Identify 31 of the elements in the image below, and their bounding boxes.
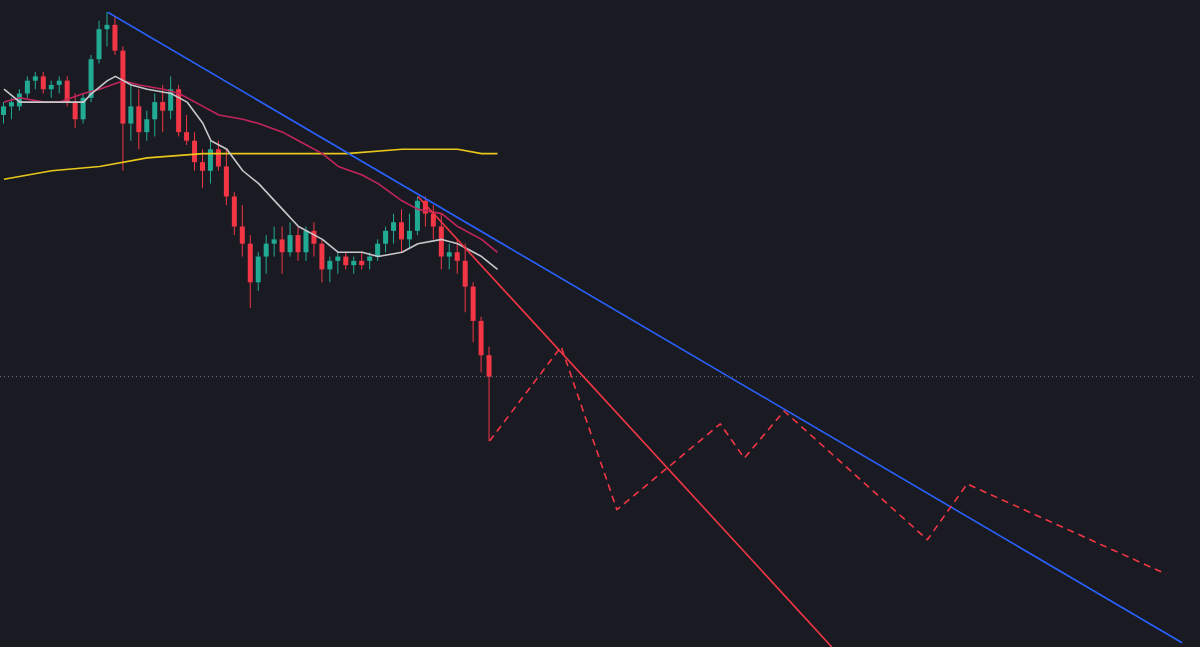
candlestick bbox=[279, 226, 285, 275]
candlestick bbox=[72, 93, 78, 129]
candlestick bbox=[184, 114, 190, 146]
candlestick bbox=[430, 204, 436, 240]
candlestick bbox=[1, 101, 6, 125]
candlestick bbox=[24, 75, 30, 99]
candlestick bbox=[215, 140, 221, 172]
candlestick bbox=[192, 131, 198, 172]
candlestick bbox=[104, 12, 110, 47]
candlestick bbox=[207, 140, 213, 185]
candlestick bbox=[406, 213, 412, 249]
candlestick bbox=[327, 256, 333, 283]
candlestick bbox=[239, 204, 245, 258]
candlestick bbox=[40, 71, 46, 95]
candlestick bbox=[454, 238, 460, 275]
candlestick bbox=[271, 226, 277, 258]
candlestick bbox=[152, 93, 158, 137]
candlestick bbox=[446, 243, 452, 270]
candlestick bbox=[391, 213, 397, 245]
candlestick bbox=[303, 226, 309, 262]
candlestick bbox=[8, 97, 14, 120]
candlestick bbox=[383, 226, 389, 253]
candlestick bbox=[128, 84, 134, 142]
candlestick bbox=[263, 234, 269, 275]
candlestick bbox=[144, 110, 150, 142]
candlestick bbox=[287, 221, 293, 258]
candlestick bbox=[295, 226, 301, 262]
candlestick bbox=[160, 84, 166, 133]
candlestick bbox=[399, 208, 404, 253]
candlestick bbox=[335, 251, 341, 275]
candlestick bbox=[200, 148, 205, 189]
